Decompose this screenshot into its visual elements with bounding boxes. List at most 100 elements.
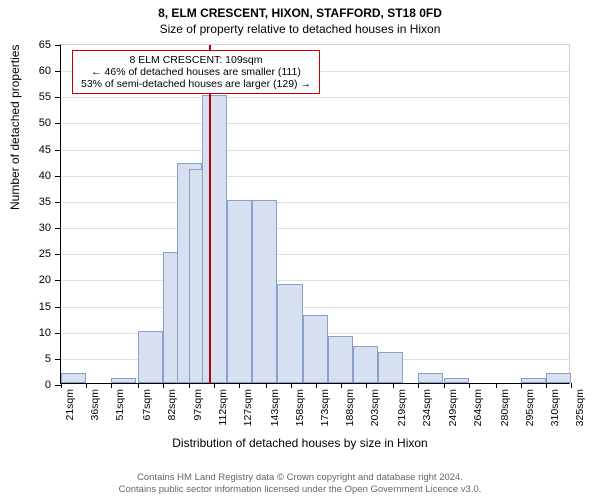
x-tick-label: 158sqm — [294, 389, 306, 426]
y-tick — [55, 359, 61, 360]
x-tick — [418, 383, 419, 388]
x-tick — [291, 383, 292, 388]
x-tick-label: 112sqm — [217, 389, 229, 426]
gridline — [61, 202, 569, 203]
histogram-bar — [444, 378, 469, 383]
x-tick-label: 97sqm — [192, 389, 204, 421]
histogram-bar — [61, 373, 86, 383]
x-tick — [239, 383, 240, 388]
y-tick-label: 35 — [39, 196, 51, 208]
y-tick — [55, 97, 61, 98]
x-tick — [266, 383, 267, 388]
x-tick-label: 127sqm — [242, 389, 254, 426]
y-tick — [55, 280, 61, 281]
x-tick — [496, 383, 497, 388]
y-tick — [55, 71, 61, 72]
x-tick-label: 51sqm — [114, 389, 126, 421]
histogram-bar — [418, 373, 443, 383]
x-tick-label: 249sqm — [447, 389, 459, 426]
x-tick-label: 219sqm — [396, 389, 408, 426]
x-tick — [189, 383, 190, 388]
x-tick-label: 295sqm — [524, 389, 536, 426]
x-tick — [444, 383, 445, 388]
gridline — [61, 176, 569, 177]
x-tick — [393, 383, 394, 388]
histogram-bar — [521, 378, 546, 383]
x-tick-label: 310sqm — [549, 389, 561, 426]
x-tick-label: 264sqm — [472, 389, 484, 426]
y-tick-label: 30 — [39, 222, 51, 234]
x-tick — [521, 383, 522, 388]
y-tick-label: 0 — [45, 379, 51, 391]
x-tick-label: 173sqm — [319, 389, 331, 426]
x-tick — [214, 383, 215, 388]
x-tick-label: 143sqm — [269, 389, 281, 426]
y-tick — [55, 254, 61, 255]
x-tick — [111, 383, 112, 388]
y-tick-label: 50 — [39, 117, 51, 129]
histogram-bar — [227, 200, 252, 383]
callout-line-2: ← 46% of detached houses are smaller (11… — [81, 66, 311, 78]
x-tick-label: 82sqm — [166, 389, 178, 421]
x-tick-label: 203sqm — [369, 389, 381, 426]
gridline — [61, 150, 569, 151]
x-tick-label: 67sqm — [141, 389, 153, 421]
y-tick-label: 20 — [39, 274, 51, 286]
x-tick-label: 234sqm — [421, 389, 433, 426]
x-tick-label: 188sqm — [344, 389, 356, 426]
y-tick-label: 25 — [39, 248, 51, 260]
y-tick-label: 15 — [39, 301, 51, 313]
y-tick — [55, 45, 61, 46]
callout-line-3: 53% of semi-detached houses are larger (… — [81, 78, 311, 90]
y-tick-label: 40 — [39, 170, 51, 182]
y-tick-label: 60 — [39, 65, 51, 77]
histogram-bar — [252, 200, 277, 383]
histogram-bar — [303, 315, 328, 383]
chart-title-sub: Size of property relative to detached ho… — [0, 20, 600, 36]
gridline — [61, 307, 569, 308]
x-tick-label: 325sqm — [574, 389, 586, 426]
y-tick-label: 5 — [45, 353, 51, 365]
y-tick — [55, 123, 61, 124]
footer-line-1: Contains HM Land Registry data © Crown c… — [0, 472, 600, 484]
histogram-bar — [202, 95, 227, 383]
x-tick — [366, 383, 367, 388]
histogram-bar — [378, 352, 403, 383]
x-axis-title: Distribution of detached houses by size … — [0, 436, 600, 450]
x-tick-label: 36sqm — [89, 389, 101, 421]
y-tick-label: 65 — [39, 39, 51, 51]
gridline — [61, 254, 569, 255]
gridline — [61, 123, 569, 124]
x-tick — [61, 383, 62, 388]
callout-box: 8 ELM CRESCENT: 109sqm ← 46% of detached… — [72, 50, 320, 94]
histogram-bar — [138, 331, 163, 383]
x-tick — [341, 383, 342, 388]
y-tick — [55, 307, 61, 308]
y-tick-label: 10 — [39, 327, 51, 339]
y-tick-label: 55 — [39, 91, 51, 103]
x-tick — [316, 383, 317, 388]
marker-line — [209, 45, 211, 383]
y-tick — [55, 202, 61, 203]
gridline — [61, 280, 569, 281]
y-tick-label: 45 — [39, 144, 51, 156]
x-tick — [138, 383, 139, 388]
y-tick — [55, 228, 61, 229]
histogram-bar — [111, 378, 136, 383]
chart-title-main: 8, ELM CRESCENT, HIXON, STAFFORD, ST18 0… — [0, 0, 600, 20]
x-tick-label: 280sqm — [499, 389, 511, 426]
footer-attribution: Contains HM Land Registry data © Crown c… — [0, 472, 600, 496]
x-tick-label: 21sqm — [64, 389, 76, 421]
y-tick — [55, 333, 61, 334]
footer-line-2: Contains public sector information licen… — [0, 484, 600, 496]
x-tick — [469, 383, 470, 388]
chart-plot-area: 0510152025303540455055606521sqm36sqm51sq… — [60, 44, 570, 384]
x-tick — [86, 383, 87, 388]
x-tick — [571, 383, 572, 388]
x-tick — [546, 383, 547, 388]
y-tick — [55, 150, 61, 151]
gridline — [61, 228, 569, 229]
histogram-bar — [328, 336, 353, 383]
callout-line-1: 8 ELM CRESCENT: 109sqm — [81, 54, 311, 66]
y-tick — [55, 176, 61, 177]
